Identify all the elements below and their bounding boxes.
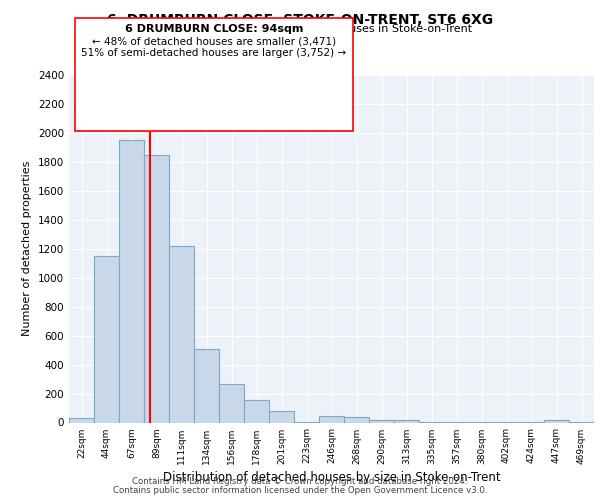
Bar [369, 420, 394, 422]
Bar [219, 384, 244, 422]
Bar [119, 140, 144, 422]
Y-axis label: Number of detached properties: Number of detached properties [22, 161, 32, 336]
Bar [344, 416, 369, 422]
Bar [394, 420, 419, 422]
Bar [69, 418, 94, 422]
Bar [544, 420, 569, 422]
Text: ← 48% of detached houses are smaller (3,471): ← 48% of detached houses are smaller (3,… [92, 36, 336, 46]
Bar [144, 154, 169, 422]
Bar [94, 256, 119, 422]
Text: Contains HM Land Registry data © Crown copyright and database right 2024.: Contains HM Land Registry data © Crown c… [132, 478, 468, 486]
Bar [244, 400, 269, 422]
Text: Contains public sector information licensed under the Open Government Licence v3: Contains public sector information licen… [113, 486, 487, 495]
Text: 51% of semi-detached houses are larger (3,752) →: 51% of semi-detached houses are larger (… [81, 48, 346, 58]
Bar [319, 416, 344, 422]
Bar [169, 246, 194, 422]
Text: 6 DRUMBURN CLOSE: 94sqm: 6 DRUMBURN CLOSE: 94sqm [125, 24, 303, 34]
Bar [269, 411, 294, 422]
Bar [194, 348, 219, 422]
Text: 6, DRUMBURN CLOSE, STOKE-ON-TRENT, ST6 6XG: 6, DRUMBURN CLOSE, STOKE-ON-TRENT, ST6 6… [107, 12, 493, 26]
Text: Size of property relative to detached houses in Stoke-on-Trent: Size of property relative to detached ho… [127, 24, 473, 34]
X-axis label: Distribution of detached houses by size in Stoke-on-Trent: Distribution of detached houses by size … [163, 470, 500, 484]
